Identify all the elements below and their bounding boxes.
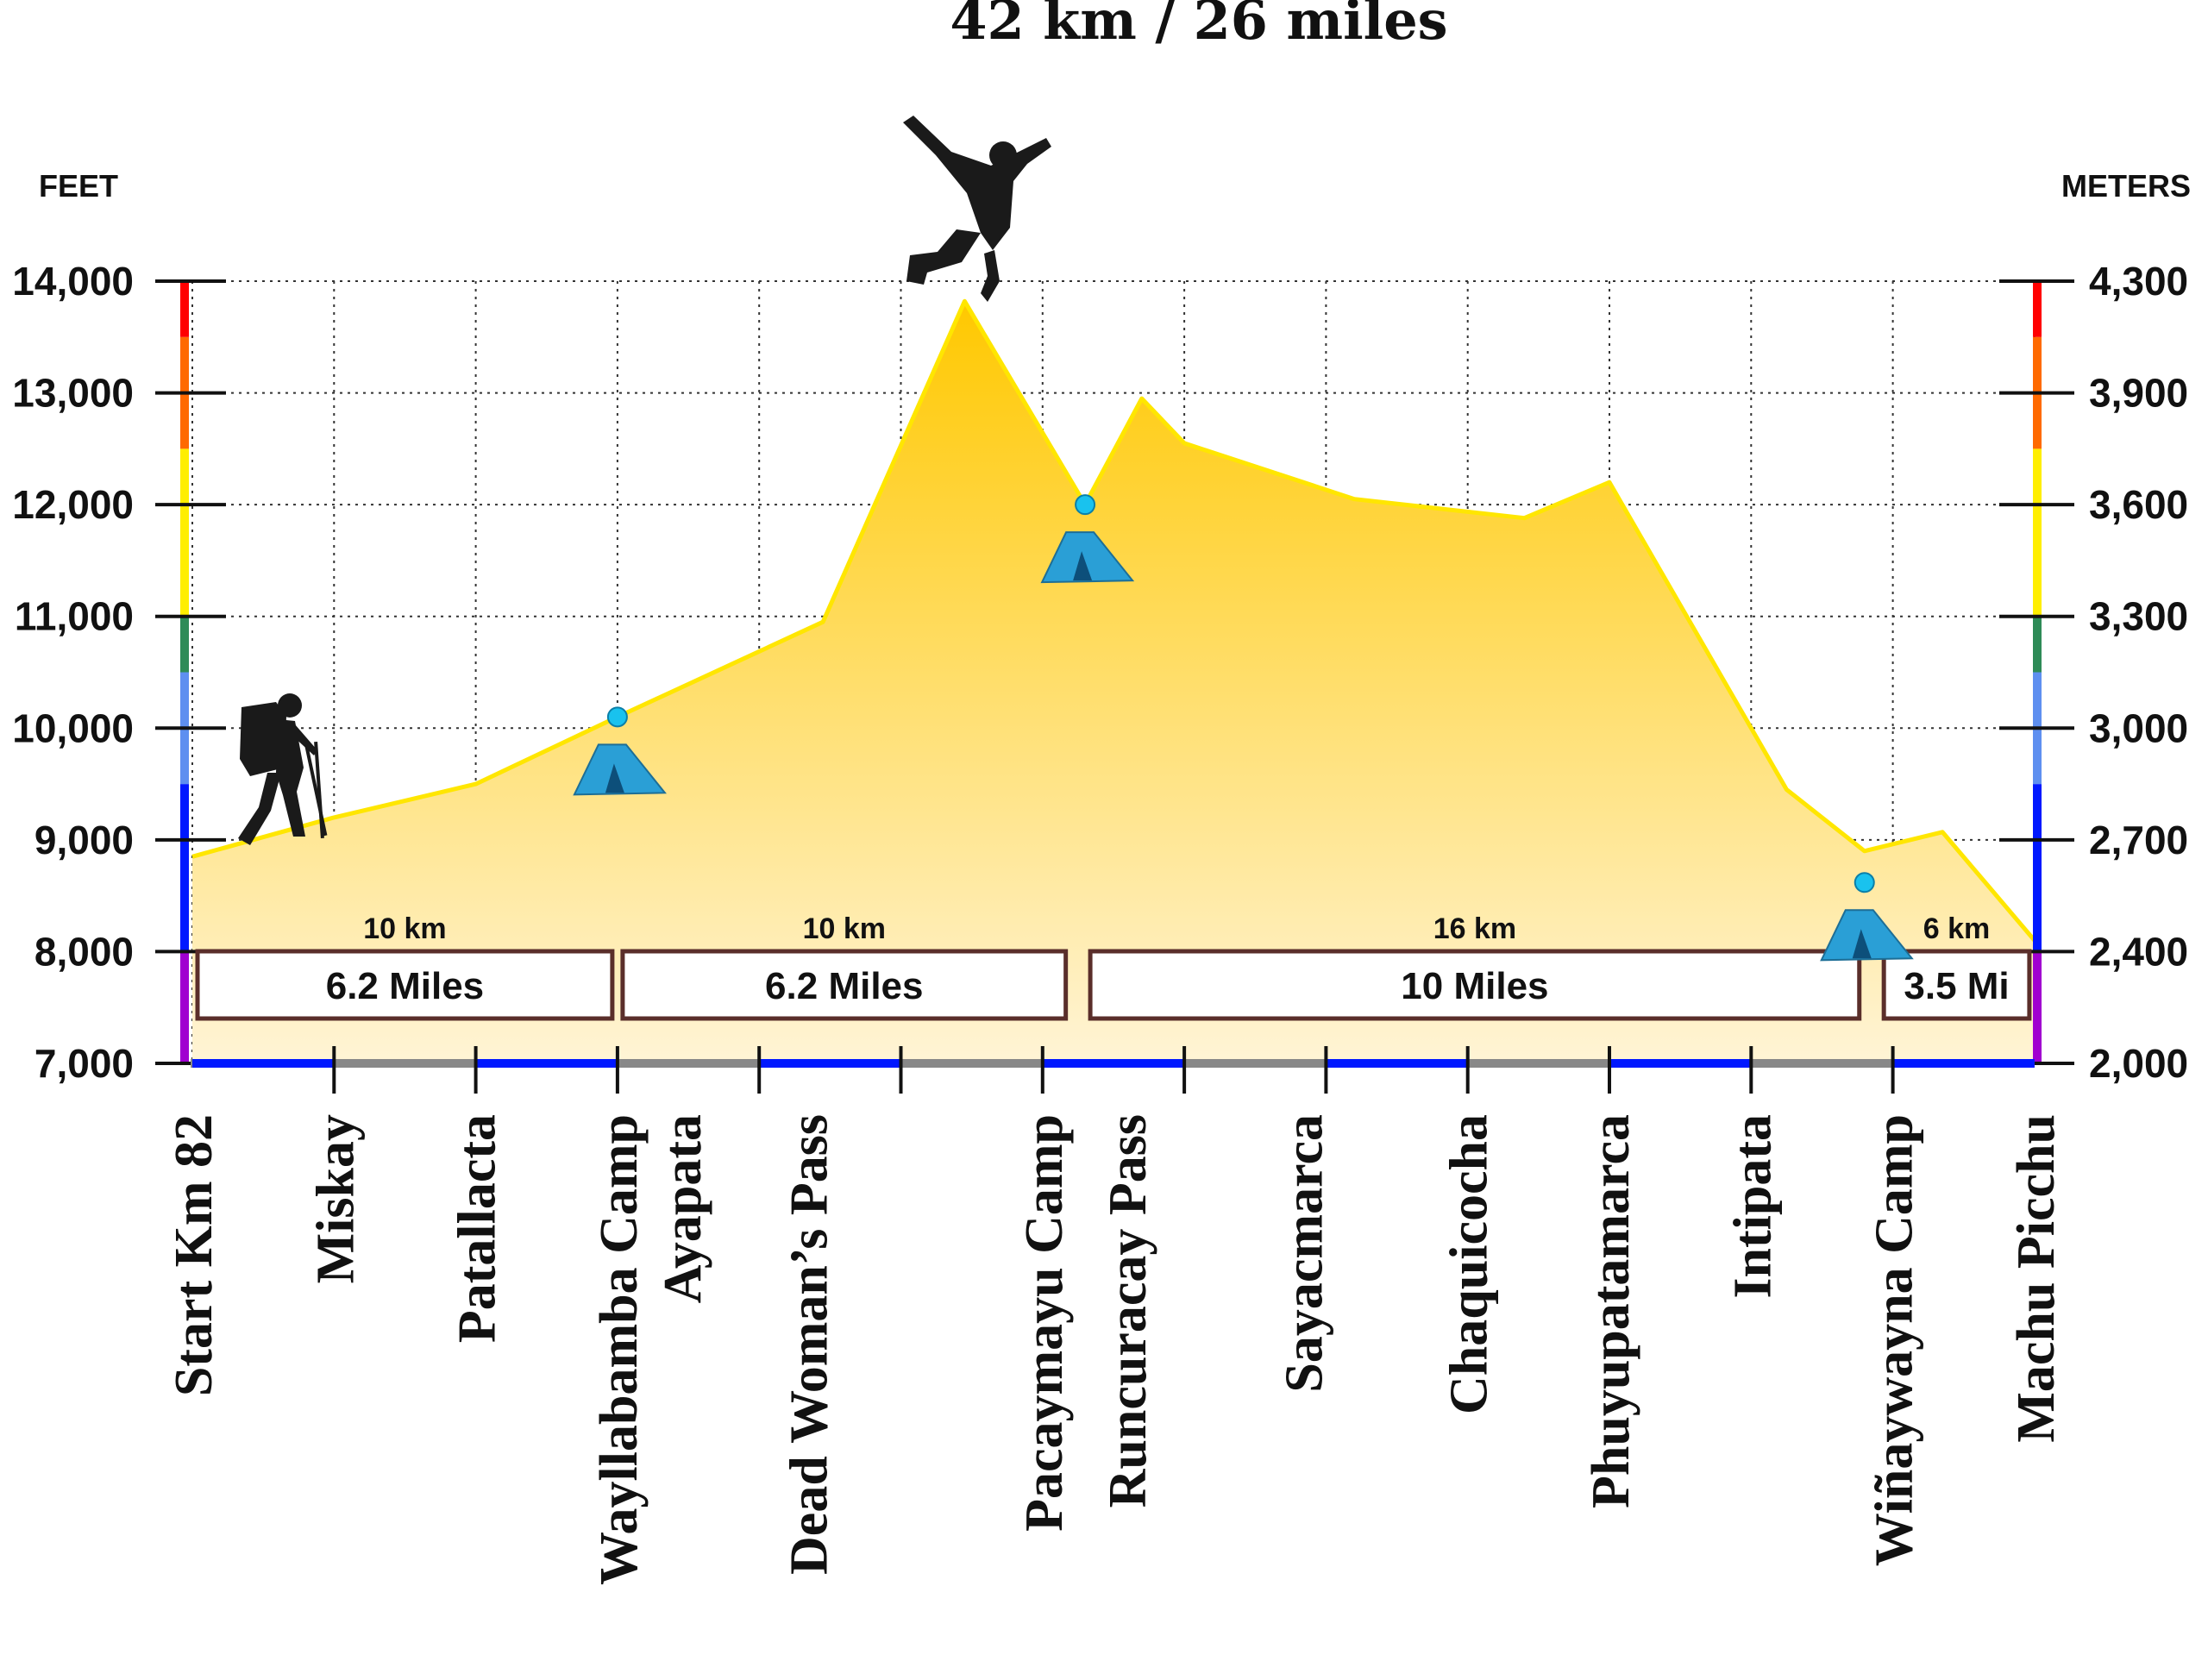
y-axis-ticks: 14,000 4,300 13,000 3,900 12,000 3,600 11,000 3… <box>12 259 2188 1086</box>
right-tick-label: 2,400 <box>2089 929 2188 974</box>
left-tick-label: 13,000 <box>12 371 134 416</box>
distance-segments: 10 km 6.2 Miles 10 km 6.2 Miles 16 km 10 Mile… <box>195 912 2032 1021</box>
left-tick-label: 10,000 <box>12 705 134 750</box>
place-label: Start Km 82 <box>165 1114 223 1396</box>
place-label: Wayllabamba Camp <box>590 1114 649 1585</box>
right-tick-label: 3,000 <box>2089 705 2188 750</box>
camp-dot <box>606 706 628 728</box>
right-tick-label: 3,900 <box>2089 371 2188 416</box>
place-label: Machu Picchu <box>2007 1114 2066 1443</box>
place-label: Miskay <box>306 1114 365 1283</box>
chart-title: 42 km / 26 miles <box>950 0 1447 52</box>
segment-km-label: 10 km <box>803 912 886 945</box>
segment-box <box>620 949 1069 1021</box>
segment-box <box>1088 949 1862 1021</box>
segment-km-label: 16 km <box>1433 912 1516 945</box>
place-label: Wiñaywayna Camp <box>1866 1114 1924 1566</box>
jumping-person-silhouette-icon <box>903 116 1051 302</box>
right-tick-label: 3,300 <box>2089 594 2188 639</box>
elevation-line <box>191 298 2036 943</box>
place-label: Runcuracay Pass <box>1099 1114 1157 1508</box>
right-tick-label: 3,600 <box>2089 482 2188 527</box>
place-label: Ayapata <box>654 1114 712 1303</box>
place-label: Pacaymayu Camp <box>1015 1114 1074 1532</box>
segment-miles-label: 6.2 Miles <box>765 965 923 1007</box>
elevation-area <box>191 298 2036 1063</box>
left-tick-label: 8,000 <box>34 929 134 974</box>
right-tick-label: 2,000 <box>2089 1041 2188 1086</box>
right-tick-label: 2,700 <box>2089 818 2188 862</box>
distance-baseline <box>191 1046 2035 1094</box>
y-right-unit-label: METERS <box>2061 168 2191 204</box>
segment-box <box>1881 949 2032 1021</box>
place-label: Dead Woman’s Pass <box>781 1114 839 1575</box>
left-tick-label: 7,000 <box>34 1041 134 1086</box>
camp-dot <box>1854 872 1875 893</box>
left-tick-label: 12,000 <box>12 482 134 527</box>
segment-miles-label: 3.5 Mi <box>1904 965 2009 1007</box>
place-labels: Start Km 82 Miskay Patallacta Wayllabamba C… <box>165 1114 2066 1585</box>
left-tick-label: 9,000 <box>34 818 134 862</box>
left-tick-label: 11,000 <box>15 594 134 639</box>
segment-miles-label: 10 Miles <box>1401 965 1548 1007</box>
place-label: Intipata <box>1723 1114 1782 1299</box>
tent-door-icon <box>1852 929 1872 959</box>
camp-markers <box>573 494 1914 962</box>
place-label: Phuyupatamarca <box>1582 1114 1640 1508</box>
tent-door-icon <box>1073 551 1093 581</box>
tent-icon <box>1820 909 1914 962</box>
segment-km-label: 6 km <box>1923 912 1991 945</box>
camp-dot <box>1075 494 1096 516</box>
right-tick-label: 4,300 <box>2089 259 2188 304</box>
hiker-silhouette-icon <box>238 693 328 845</box>
tent-icon <box>573 743 667 796</box>
segment-miles-label: 6.2 Miles <box>326 965 484 1007</box>
segment-km-label: 10 km <box>363 912 446 945</box>
tent-icon <box>1040 531 1135 584</box>
elevation-fill <box>192 301 2035 1063</box>
tent-door-icon <box>605 763 624 793</box>
place-label: Sayacmarca <box>1275 1114 1333 1393</box>
segment-box <box>195 949 615 1021</box>
y-left-unit-label: FEET <box>39 168 118 204</box>
place-label: Patallacta <box>448 1114 507 1343</box>
left-tick-label: 14,000 <box>12 259 134 304</box>
place-label: Chaquicocha <box>1440 1114 1499 1414</box>
